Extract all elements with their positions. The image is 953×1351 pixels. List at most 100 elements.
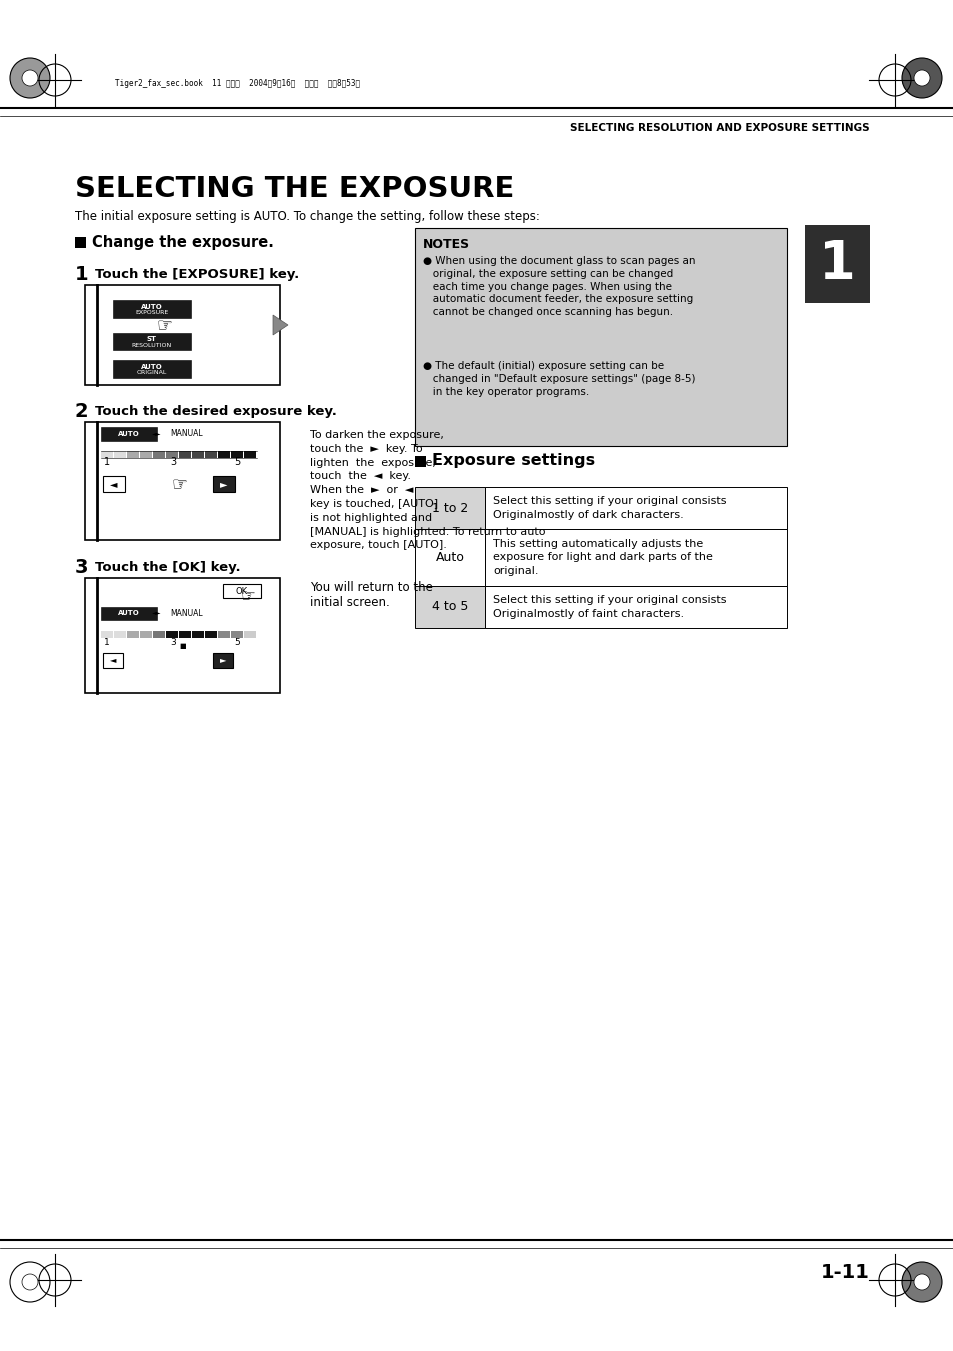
Bar (112, 359, 191, 378)
Bar (75, 236, 86, 249)
Text: key is touched, [AUTO]: key is touched, [AUTO] (310, 499, 437, 509)
Text: To darken the exposure,: To darken the exposure, (310, 430, 443, 440)
Text: 5: 5 (233, 457, 240, 467)
Text: touch the  ►  key. To: touch the ► key. To (310, 443, 422, 454)
Text: ◄►: ◄► (152, 431, 162, 436)
Circle shape (901, 58, 941, 99)
Bar (415, 457, 426, 467)
Text: This setting automatically adjusts the
exposure for light and dark parts of the
: This setting automatically adjusts the e… (493, 539, 712, 576)
Text: is not highlighted and: is not highlighted and (310, 513, 432, 523)
Bar (103, 653, 123, 667)
Text: touch  the  ◄  key.: touch the ◄ key. (310, 471, 411, 481)
Text: AUTO: AUTO (141, 304, 163, 309)
Bar (205, 631, 216, 638)
Text: ◄: ◄ (110, 655, 116, 665)
Text: 1: 1 (75, 265, 89, 284)
Text: [MANUAL] is highlighted. To return to auto: [MANUAL] is highlighted. To return to au… (310, 527, 545, 536)
Text: 3: 3 (170, 638, 175, 647)
Text: ☞: ☞ (240, 586, 255, 605)
Bar (213, 653, 233, 667)
Circle shape (10, 58, 50, 99)
Text: lighten  the  exposure,: lighten the exposure, (310, 458, 436, 467)
Bar (192, 631, 204, 638)
Text: Exposure settings: Exposure settings (432, 454, 595, 469)
Bar (415, 530, 484, 586)
Bar (166, 631, 178, 638)
Text: ☞: ☞ (157, 316, 172, 334)
Text: Auto: Auto (436, 551, 464, 563)
Bar (112, 300, 191, 317)
Bar (127, 631, 139, 638)
Text: Touch the [EXPOSURE] key.: Touch the [EXPOSURE] key. (95, 267, 299, 281)
Text: exposure, touch [AUTO].: exposure, touch [AUTO]. (310, 540, 446, 550)
Text: 1: 1 (104, 638, 110, 647)
Text: ■: ■ (179, 643, 186, 648)
Bar (101, 427, 157, 440)
Bar (415, 486, 484, 530)
Text: ◄►: ◄► (152, 611, 162, 616)
Text: Touch the desired exposure key.: Touch the desired exposure key. (95, 405, 336, 417)
Circle shape (22, 70, 38, 86)
Text: ◄: ◄ (111, 480, 117, 489)
Bar (213, 476, 234, 492)
Bar (166, 451, 178, 458)
Bar (101, 607, 157, 620)
Bar (85, 422, 280, 540)
Bar (152, 631, 165, 638)
Text: MANUAL: MANUAL (171, 430, 203, 439)
Text: Select this setting if your original consists
Originalmostly of dark characters.: Select this setting if your original con… (493, 496, 726, 520)
Bar (179, 631, 191, 638)
Text: ● When using the document glass to scan pages an
   original, the exposure setti: ● When using the document glass to scan … (422, 255, 695, 317)
Bar (218, 451, 230, 458)
Text: 1: 1 (818, 238, 855, 290)
Text: 3: 3 (170, 457, 176, 467)
Text: SELECTING RESOLUTION AND EXPOSURE SETTINGS: SELECTING RESOLUTION AND EXPOSURE SETTIN… (570, 123, 869, 132)
Bar (113, 451, 126, 458)
Text: ►: ► (219, 655, 226, 665)
Text: ►: ► (220, 480, 228, 489)
Bar (484, 486, 786, 530)
Bar (140, 631, 152, 638)
Text: ● The default (initial) exposure setting can be
   changed in "Default exposure : ● The default (initial) exposure setting… (422, 361, 695, 397)
Bar (113, 631, 126, 638)
Text: RESOLUTION: RESOLUTION (132, 343, 172, 347)
Text: 4 to 5: 4 to 5 (432, 600, 468, 613)
Text: OK: OK (235, 586, 248, 596)
Bar (415, 228, 786, 446)
Bar (205, 451, 216, 458)
Bar (804, 226, 869, 303)
Bar (112, 332, 191, 350)
Text: 3: 3 (75, 558, 89, 577)
Text: Touch the [OK] key.: Touch the [OK] key. (95, 561, 240, 574)
Circle shape (901, 1262, 941, 1302)
Bar (85, 285, 280, 385)
Text: 1: 1 (104, 457, 110, 467)
Text: AUTO: AUTO (141, 363, 163, 370)
Bar (484, 530, 786, 586)
Bar (231, 631, 243, 638)
Bar (244, 631, 255, 638)
Text: ORIGINAL: ORIGINAL (136, 370, 167, 376)
Bar (85, 578, 280, 693)
Bar (152, 451, 165, 458)
Bar (484, 586, 786, 628)
Circle shape (913, 70, 929, 86)
Text: 5: 5 (233, 638, 239, 647)
Text: 2: 2 (75, 403, 89, 422)
Text: You will return to the
initial screen.: You will return to the initial screen. (310, 581, 433, 609)
Text: Select this setting if your original consists
Originalmostly of faint characters: Select this setting if your original con… (493, 596, 726, 619)
Text: ☞: ☞ (172, 476, 188, 493)
Bar (231, 451, 243, 458)
Circle shape (10, 1262, 50, 1302)
Polygon shape (273, 315, 288, 335)
Bar (244, 451, 255, 458)
Text: When the  ►  or  ◄: When the ► or ◄ (310, 485, 413, 496)
Bar (415, 586, 484, 628)
Text: Tiger2_fax_sec.book  11 ページ  2004年9月16日  木曜日  午前8時53分: Tiger2_fax_sec.book 11 ページ 2004年9月16日 木曜… (115, 78, 359, 88)
Bar (127, 451, 139, 458)
Bar (223, 584, 261, 598)
Circle shape (913, 1274, 929, 1290)
Text: NOTES: NOTES (422, 238, 470, 251)
Bar (103, 476, 125, 492)
Bar (101, 451, 112, 458)
